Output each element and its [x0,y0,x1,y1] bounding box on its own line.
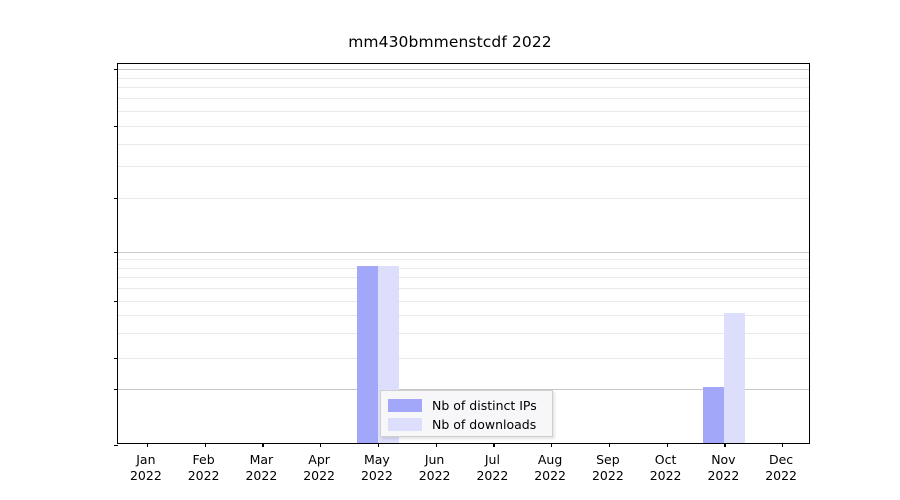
gridline-major [118,126,809,127]
gridline-minor [118,259,809,261]
x-tick-label-year: 2022 [303,468,335,483]
bar-nov-2022-s1 [724,312,746,443]
gridline-major [118,252,809,253]
x-tick-label-year: 2022 [707,468,740,483]
x-tick-label-month: Aug [537,452,563,467]
gridline-major [118,301,809,302]
x-tick-mark [724,443,726,447]
gridline-minor [118,288,809,290]
x-tick-label-year: 2022 [534,468,566,483]
x-tick-mark [320,443,322,447]
y-tick-mark [114,389,118,391]
x-tick-label-month: Jul [484,452,500,467]
x-tick-label: Aug 2022 [505,452,595,484]
chart-legend[interactable]: Nb of distinct IPs Nb of downloads [380,390,553,437]
gridline-major [118,198,809,199]
x-tick-label-month: Oct [654,452,677,467]
x-tick-label-month: Mar [249,452,274,467]
gridline-minor [118,77,809,79]
x-tick-label: Apr 2022 [274,452,364,484]
x-tick-mark [493,443,495,447]
y-tick-mark [114,445,118,447]
x-tick-label: Sep 2022 [563,452,653,484]
gridline-major [118,358,809,359]
x-tick-mark [262,443,264,447]
x-tick-label-year: 2022 [418,468,451,483]
legend-item-downloads[interactable]: Nb of downloads [388,415,536,434]
bar-may-2022-s0 [356,265,378,443]
legend-swatch-icon [388,399,422,412]
x-tick-label-year: 2022 [187,468,220,483]
x-tick-label-year: 2022 [245,468,278,483]
x-tick-label-month: Dec [768,452,794,467]
y-tick-mark [114,301,118,303]
x-tick-label: Jan 2022 [101,452,191,484]
y-tick-mark [114,358,118,360]
gridline-minor [118,98,809,100]
x-tick-mark [608,443,611,447]
x-tick-mark [666,443,668,447]
x-tick-label-month: Nov [711,452,736,467]
x-tick-mark [377,443,380,447]
x-tick-label-month: Jun [424,452,445,467]
x-tick-label-month: May [363,452,390,467]
legend-label: Nb of downloads [432,417,537,432]
bar-nov-2022-s0 [703,387,725,443]
gridline-minor [118,277,809,279]
gridline-minor [118,166,809,168]
x-tick-label-year: 2022 [591,468,624,483]
plot-area [114,63,810,447]
x-tick-mark [204,443,206,447]
legend-swatch-icon [388,418,422,431]
x-tick-label: Oct 2022 [621,452,711,484]
x-tick-mark [551,443,553,447]
chart-title: mm430bmmenstcdf 2022 [348,33,552,51]
y-tick-mark [114,198,118,200]
gridline-minor [118,267,809,269]
gridline-minor [118,111,809,112]
x-tick-label: May 2022 [332,452,422,484]
gridline-minor [118,332,809,334]
gridline-major [118,69,809,70]
x-tick-label-year: 2022 [649,468,682,483]
legend-item-distinct-ips[interactable]: Nb of distinct IPs [388,396,537,415]
x-tick-label-year: 2022 [765,468,797,483]
gridline-minor [118,87,809,89]
x-tick-label-month: Sep [596,452,620,467]
x-tick-mark [146,443,149,447]
legend-label: Nb of distinct IPs [432,398,537,413]
x-tick-label-month: Jan [136,452,156,467]
x-tick-mark [435,443,437,447]
x-tick-label-year: 2022 [360,468,393,483]
gridline-minor [118,143,809,145]
x-tick-label: Dec 2022 [736,452,826,484]
x-tick-label: Jun 2022 [390,452,480,484]
x-tick-label: Nov 2022 [678,452,768,484]
x-tick-label-month: Feb [192,452,215,467]
x-tick-mark [782,443,784,447]
x-tick-label: Jul 2022 [447,452,537,484]
y-tick-mark [114,69,118,71]
x-tick-label-month: Apr [308,452,330,467]
x-tick-label: Feb 2022 [159,452,249,484]
x-tick-label-year: 2022 [129,468,162,483]
x-tick-label: Mar 2022 [216,452,306,484]
gridline-major [118,389,809,390]
y-tick-mark [114,252,118,254]
y-tick-mark [114,126,118,128]
x-tick-label-year: 2022 [476,468,509,483]
gridline-minor [118,314,809,316]
